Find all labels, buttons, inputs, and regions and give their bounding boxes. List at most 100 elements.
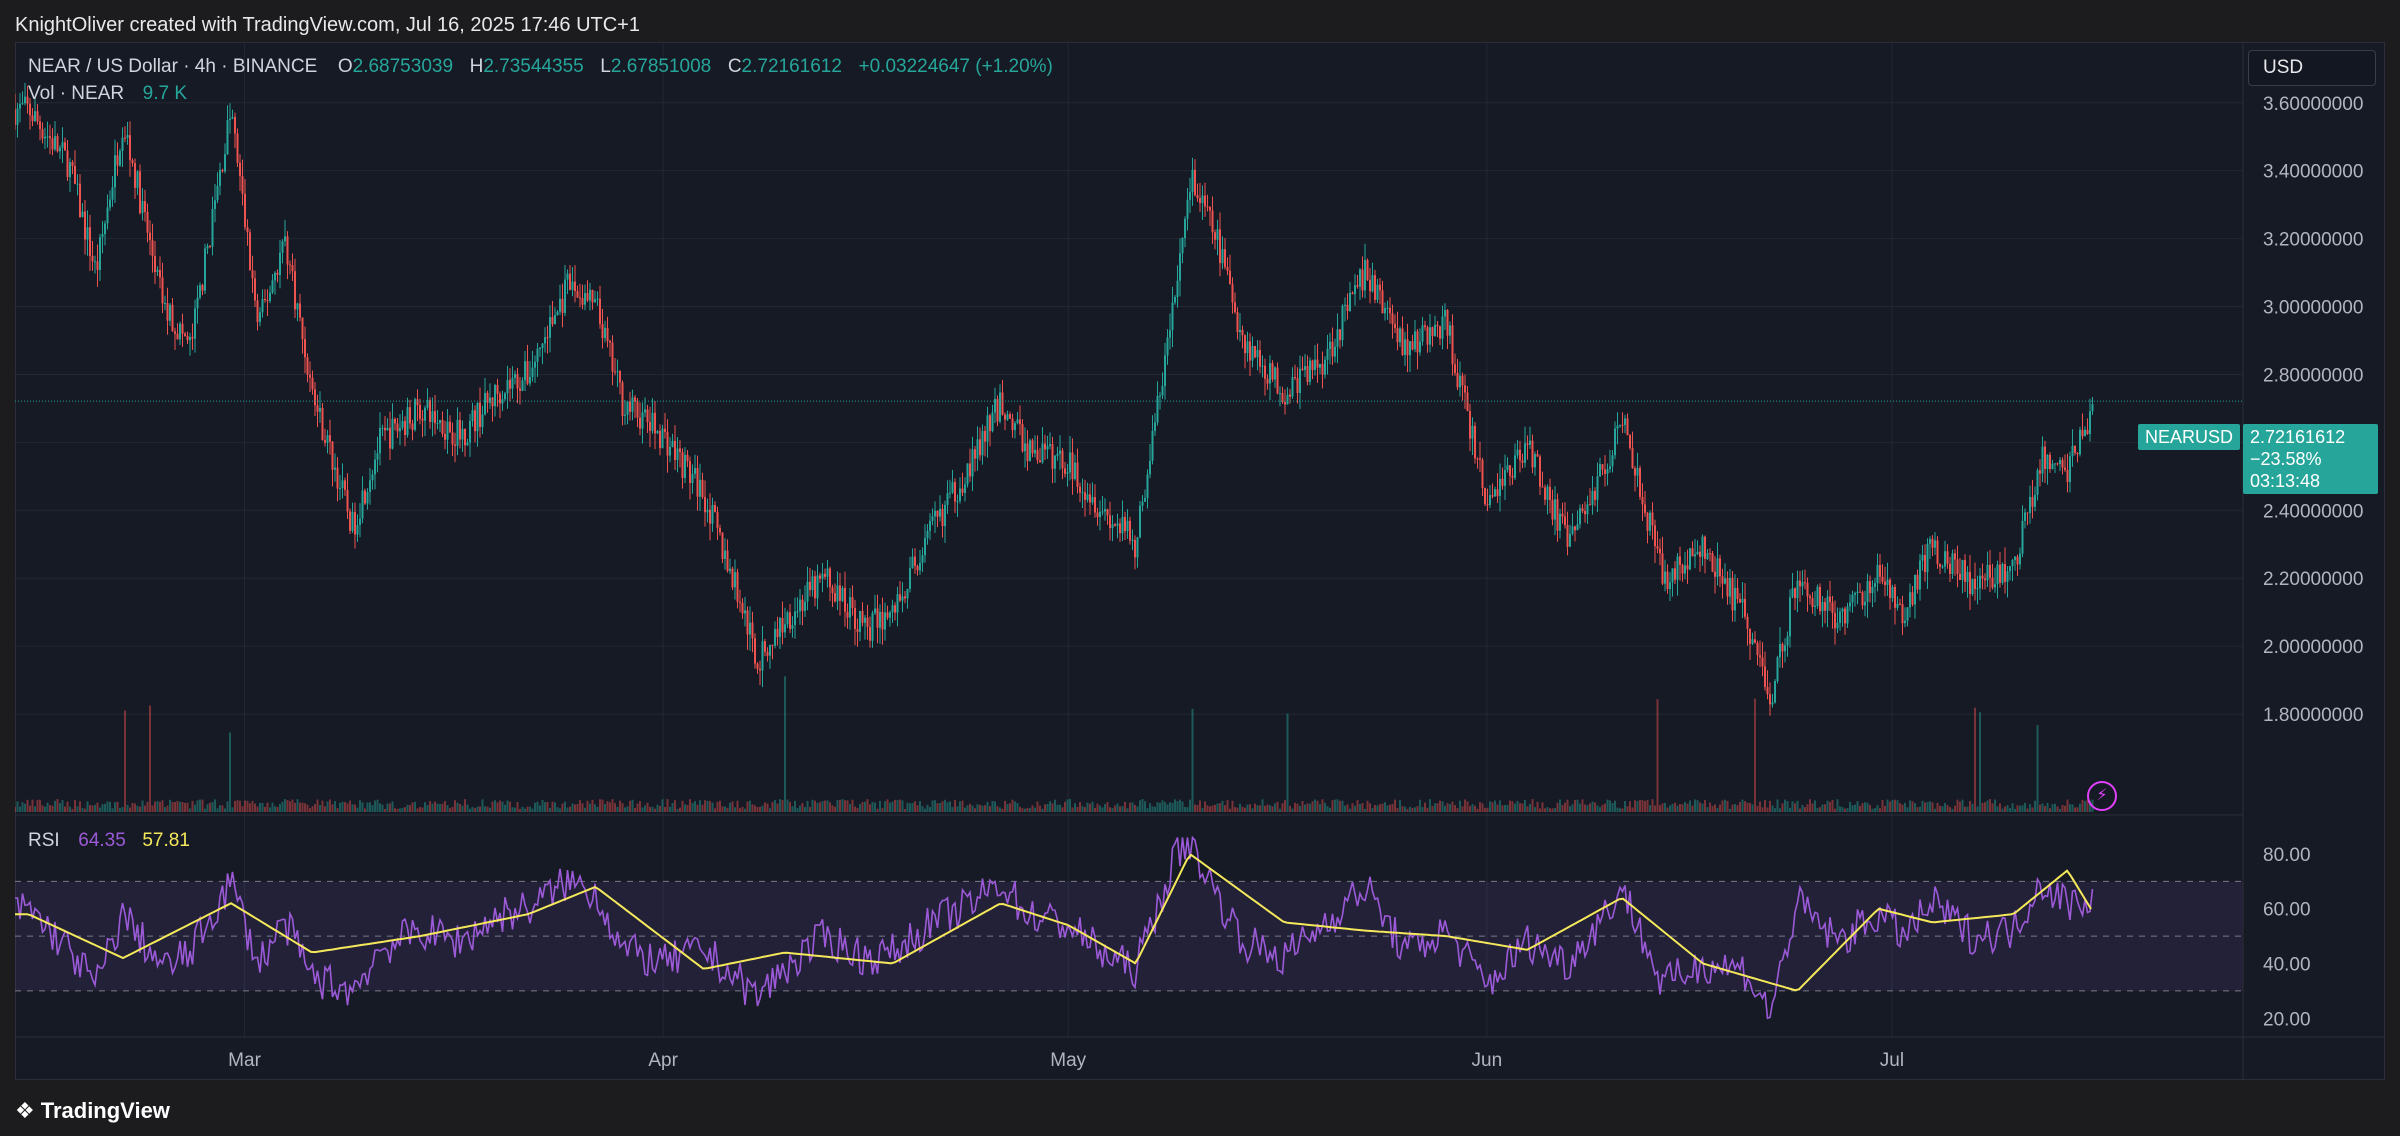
candle-body — [666, 431, 669, 456]
candle-body — [1716, 558, 1719, 577]
volume-bar — [1556, 802, 1559, 812]
candle-body — [566, 273, 569, 280]
volume-bar — [1814, 800, 1816, 812]
candle-body — [1924, 555, 1926, 573]
volume-bar — [204, 808, 206, 812]
volume-bar — [1314, 799, 1316, 812]
volume-bar — [1306, 803, 1309, 812]
candle-body — [851, 597, 854, 608]
candle-body — [1959, 573, 1961, 581]
volume-bar — [801, 803, 804, 812]
volume-bar — [1789, 807, 1791, 812]
volume-bar — [519, 808, 521, 812]
candle-body — [849, 597, 851, 618]
volume-bar — [836, 800, 839, 812]
candle-body — [979, 439, 981, 456]
volume-bar — [849, 803, 851, 812]
candle-body — [1566, 525, 1569, 547]
volume-bar — [1094, 807, 1096, 812]
currency-selector[interactable]: USD — [2248, 50, 2376, 86]
volume-bar — [81, 807, 84, 812]
volume-bar — [619, 800, 621, 812]
volume-bar — [456, 802, 459, 812]
volume-bar — [621, 803, 624, 812]
volume-bar — [1041, 808, 1044, 812]
volume-bar — [1021, 808, 1024, 812]
candle-body — [746, 610, 749, 635]
candle-body — [26, 96, 29, 104]
candle-body — [871, 613, 874, 641]
volume-bar — [326, 801, 329, 812]
volume-bar — [426, 805, 429, 812]
candle-body — [139, 171, 141, 214]
candle-body — [754, 638, 756, 664]
candle-body — [1051, 444, 1054, 469]
candle-body — [1061, 450, 1064, 469]
volume-bar — [1529, 803, 1531, 812]
candle-body — [1804, 582, 1806, 584]
volume-bar — [1944, 802, 1946, 812]
candle-body — [259, 312, 261, 322]
candle-body — [519, 388, 521, 391]
volume-bar — [1694, 799, 1696, 812]
volume-bar — [501, 801, 504, 812]
candle-body — [1656, 546, 1659, 549]
volume-bar — [161, 800, 164, 812]
volume-bar — [1296, 803, 1299, 812]
candle-body — [2069, 456, 2071, 483]
volume-bar — [829, 802, 831, 812]
volume-bar — [1466, 801, 1469, 812]
volume-bar — [659, 805, 661, 812]
volume-bar — [1219, 803, 1221, 812]
volume-bar — [369, 802, 371, 812]
volume-bar — [1336, 799, 1339, 812]
volume-bar — [1811, 803, 1814, 812]
candle-body — [166, 303, 169, 321]
volume-bar — [821, 801, 824, 812]
top-bar: KnightOliver created with TradingView.co… — [0, 0, 2400, 50]
volume-bar — [1594, 802, 1596, 812]
candle-body — [1654, 525, 1656, 547]
price-tick-label: 1.80000000 — [2263, 705, 2363, 726]
volume-bar — [754, 805, 756, 812]
volume-bar — [431, 803, 434, 812]
volume-bar — [1374, 805, 1376, 812]
tradingview-logo[interactable]: ❖ TradingView — [15, 1098, 170, 1124]
candle-body — [71, 162, 74, 166]
candle-body — [1241, 329, 1244, 336]
volume-bar — [816, 802, 819, 812]
candle-body — [429, 399, 431, 422]
price-chart-canvas[interactable]: 1.800000002.000000002.200000002.40000000… — [15, 42, 2385, 1080]
volume-bar — [1379, 804, 1381, 812]
candle-body — [1929, 538, 1931, 544]
candle-body — [1636, 468, 1639, 476]
volume-bar — [596, 806, 599, 812]
candle-body — [1266, 378, 1269, 384]
volume-bar — [759, 806, 761, 812]
candle-body — [951, 482, 954, 493]
candle-body — [151, 240, 154, 257]
candle-body — [1384, 307, 1386, 314]
volume-legend[interactable]: Vol · NEAR 9.7 K — [28, 83, 187, 105]
rsi-legend[interactable]: RSI 64.35 57.81 — [28, 830, 190, 852]
volume-bar — [1461, 806, 1464, 812]
volume-bar — [1206, 805, 1209, 812]
candle-body — [644, 409, 646, 413]
volume-bar — [1001, 808, 1004, 812]
candle-body — [1086, 494, 1089, 500]
candle-body — [1404, 339, 1406, 355]
volume-bar — [266, 802, 269, 812]
symbol-legend[interactable]: NEAR / US Dollar · 4h · BINANCE O2.68753… — [28, 56, 1053, 78]
lightning-icon[interactable]: ⚡ — [2087, 781, 2117, 811]
candle-body — [1156, 396, 1159, 423]
volume-bar — [199, 799, 201, 812]
volume-bar — [74, 799, 76, 812]
volume-bar — [986, 801, 989, 812]
volume-bar — [1646, 799, 1649, 812]
volume-bar — [104, 803, 106, 812]
bar-countdown: 03:13:48 — [2250, 471, 2321, 491]
volume-bar — [744, 808, 746, 812]
candle-body — [331, 441, 334, 470]
volume-bar — [1161, 800, 1164, 812]
volume-bar — [1984, 802, 1986, 812]
